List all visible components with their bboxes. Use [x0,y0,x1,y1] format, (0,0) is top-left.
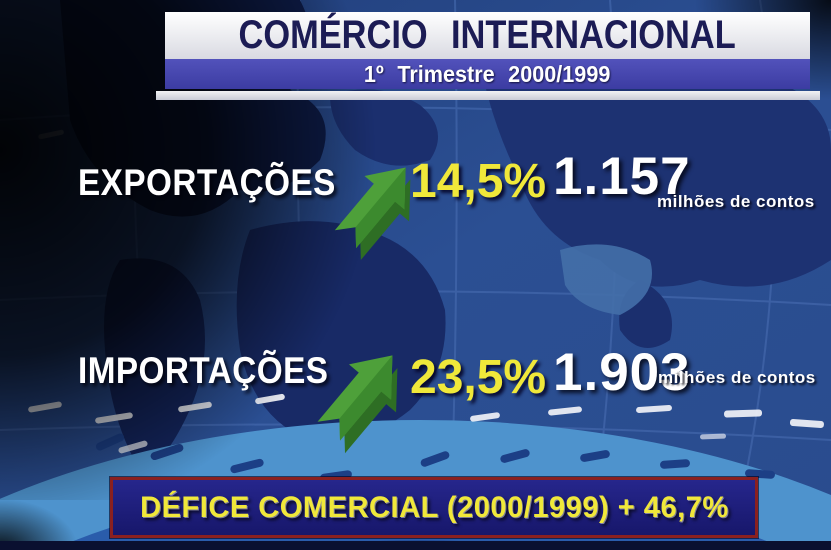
page-subtitle-text: 1º Trimestre 2000/1999 [364,61,611,87]
header-underline [156,91,820,100]
exports-percent: 14,5% [410,155,547,208]
imports-trend-up-arrow-icon [317,355,398,454]
exports-label: EXPORTAÇÕES [78,162,336,203]
imports-unit: milhões de contos [658,368,816,387]
imports-value: 1.903 [553,343,691,402]
imports-percent: 23,5% [410,351,547,404]
exports-trend-up-arrow-icon [334,167,411,260]
exports-value: 1.157 [553,147,691,206]
trade-deficit-text: DÉFICE COMERCIAL (2000/1999) + 46,7% [139,490,729,524]
header-banner: COMÉRCIO INTERNACIONAL 1º Trimestre 2000… [156,12,820,100]
imports-label: IMPORTAÇÕES [78,350,329,391]
page-subtitle: 1º Trimestre 2000/1999 [165,59,810,89]
exports-unit: milhões de contos [657,192,815,211]
page-title-text: COMÉRCIO INTERNACIONAL [238,13,737,57]
page-title: COMÉRCIO INTERNACIONAL [165,12,810,59]
trade-deficit-banner: DÉFICE COMERCIAL (2000/1999) + 46,7% [110,477,758,538]
